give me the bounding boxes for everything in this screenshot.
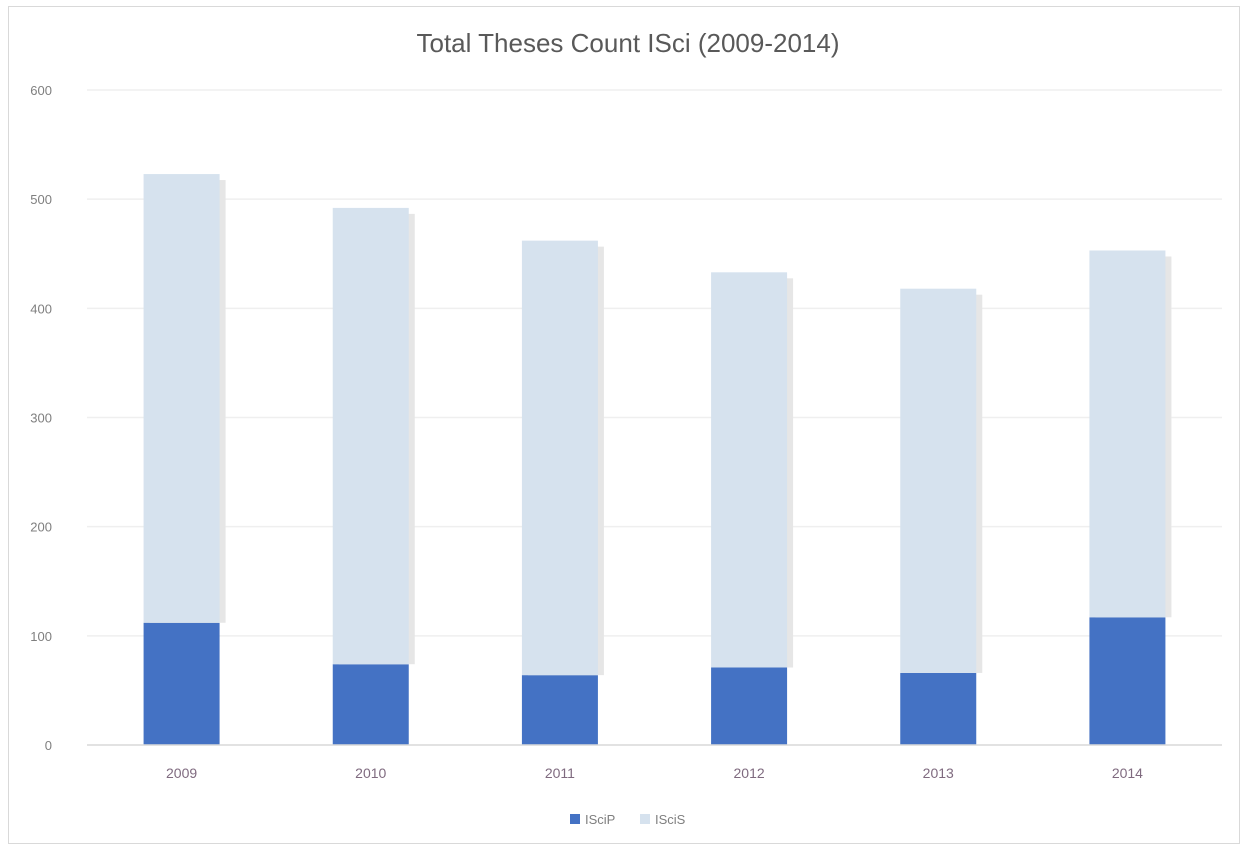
x-tick-label: 2014: [1112, 765, 1143, 781]
bar-ISciS-2013: [900, 288, 977, 673]
legend-swatch-ISciP: [570, 814, 580, 824]
y-tick-label: 500: [30, 192, 52, 207]
bar-ISciP-2012: [711, 667, 788, 745]
bar-ISciS-2010: [332, 207, 409, 665]
y-tick-label: 0: [45, 738, 52, 753]
chart-title: Total Theses Count ISci (2009-2014): [417, 28, 840, 58]
bar-ISciP-2010: [332, 664, 409, 745]
y-tick-label: 100: [30, 629, 52, 644]
x-tick-label: 2013: [923, 765, 954, 781]
legend-swatch-ISciS: [640, 814, 650, 824]
y-tick-label: 400: [30, 301, 52, 316]
x-tick-label: 2011: [545, 765, 575, 781]
legend-label-ISciP: ISciP: [585, 812, 615, 827]
gridlines: [87, 89, 1222, 637]
bar-ISciP-2009: [143, 622, 220, 745]
bars: [143, 174, 1172, 745]
legend: ISciP ISciS: [570, 812, 686, 827]
y-tick-label: 200: [30, 520, 52, 535]
x-tick-label: 2010: [355, 765, 386, 781]
x-axis-ticks: 2009 2010 2011 2012 2013 2014: [166, 765, 1143, 781]
x-tick-label: 2009: [166, 765, 197, 781]
legend-label-ISciS: ISciS: [655, 812, 686, 827]
y-tick-label: 300: [30, 411, 52, 426]
bar-ISciS-2014: [1089, 250, 1166, 618]
bar-ISciS-2009: [143, 174, 220, 623]
bar-ISciP-2014: [1089, 617, 1166, 745]
bar-ISciS-2012: [711, 272, 788, 668]
bar-ISciP-2013: [900, 672, 977, 745]
y-tick-label: 600: [30, 83, 52, 98]
x-tick-label: 2012: [734, 765, 765, 781]
bar-ISciS-2011: [521, 240, 598, 676]
bar-ISciP-2011: [521, 675, 598, 745]
y-axis-ticks: 0 100 200 300 400 500 600: [30, 83, 52, 753]
